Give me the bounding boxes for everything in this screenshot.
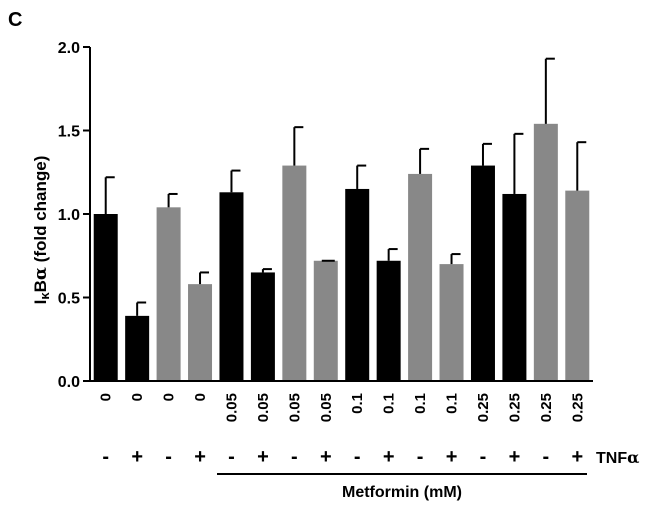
bar: [125, 315, 150, 381]
bar: [313, 260, 338, 381]
y-tick-label: 2.0: [58, 40, 80, 57]
tnf-sign: +: [446, 446, 458, 468]
tnf-sign: -: [165, 446, 172, 468]
x-tick-label: 0: [98, 393, 115, 401]
bar: [219, 192, 244, 381]
x-tick-label: 0.25: [475, 393, 492, 422]
y-axis: 0.0 0.5 1.0 1.5 2.0: [58, 40, 91, 391]
bar: [502, 193, 527, 381]
tnf-sign: -: [291, 446, 298, 468]
bar: [408, 173, 433, 381]
bar: [439, 264, 464, 381]
x-axis: 0 0 0 0 0.05 0.05 0.05 0.05 0.1 0.1 0.1 0.1 0.25 0.25…: [90, 380, 593, 422]
bar: [188, 284, 213, 381]
tnf-sign: -: [102, 446, 109, 468]
y-label-tail: (fold change): [31, 156, 50, 267]
y-tick-label: 1.0: [58, 207, 80, 224]
x-tick-label: 0.25: [569, 393, 586, 422]
tnf-sign: +: [383, 446, 395, 468]
y-tick-label: 0.5: [58, 291, 80, 308]
y-label-kappa: κ: [37, 292, 52, 300]
bar: [156, 207, 181, 381]
tnf-sign: +: [131, 446, 143, 468]
x-tick-label: 0.25: [538, 393, 555, 422]
x-tick-label: 0.05: [255, 393, 272, 422]
bars: [93, 123, 590, 381]
y-label-i: I: [31, 300, 50, 305]
x-tick-label: 0.1: [349, 393, 366, 414]
bar: [470, 165, 495, 381]
tnf-sign: +: [571, 446, 583, 468]
tnf-sign: +: [257, 446, 269, 468]
tnf-sign: -: [417, 446, 424, 468]
tnf-sign: -: [228, 446, 235, 468]
bar: [250, 272, 275, 381]
x-tick-label: 0.05: [223, 393, 240, 422]
bar: [345, 188, 370, 381]
x-tick-label: 0.1: [412, 393, 429, 414]
tnf-sign: +: [509, 446, 521, 468]
y-tick-label: 0.0: [58, 374, 80, 391]
bar: [282, 165, 307, 381]
y-axis-label: IκBα (fold change): [31, 156, 52, 305]
bar: [376, 260, 401, 381]
x-tick-label: 0.1: [444, 393, 461, 414]
y-label-alpha: α: [31, 267, 51, 280]
x-tick-label: 0.05: [286, 393, 303, 422]
metformin-label: Metformin (mM): [342, 484, 462, 501]
tnf-sign: -: [354, 446, 361, 468]
y-label-b: B: [31, 280, 50, 292]
tnf-label: TNFα: [596, 448, 639, 467]
x-tick-label: 0.1: [381, 393, 398, 414]
bar: [533, 123, 558, 381]
bar: [565, 190, 590, 381]
tnf-sign: -: [480, 446, 487, 468]
tnf-sign: +: [194, 446, 206, 468]
x-tick-label: 0: [161, 393, 178, 401]
x-tick-label: 0: [192, 393, 209, 401]
bar: [93, 214, 118, 381]
svg-text:IκBα (fold change): IκBα (fold change): [31, 156, 52, 305]
x-tick-label: 0.05: [318, 393, 335, 422]
panel-label: C: [8, 9, 22, 31]
x-tick-label: 0: [129, 393, 146, 401]
tnf-sign: +: [320, 446, 332, 468]
tnf-sign: -: [543, 446, 550, 468]
y-tick-label: 1.5: [58, 124, 80, 141]
x-tick-label: 0.25: [506, 393, 523, 422]
tnf-row: - + - + - + - + - + - + - + - +: [102, 446, 583, 468]
error-bars: [104, 57, 587, 316]
